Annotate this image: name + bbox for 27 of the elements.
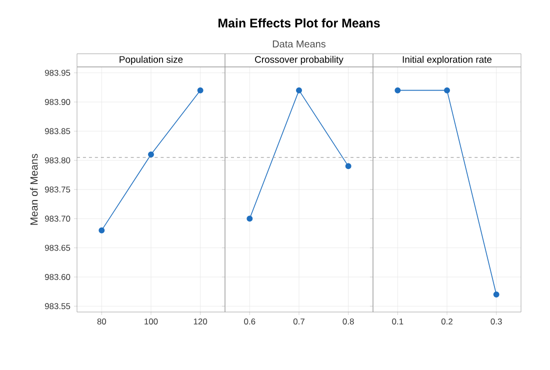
x-tick-label: 0.1 bbox=[392, 318, 404, 324]
y-tick-label: 983.55 bbox=[44, 303, 70, 310]
x-tick-label: 0.6 bbox=[244, 318, 256, 324]
point bbox=[197, 87, 204, 94]
chart-title: Main Effects Plot for Means bbox=[218, 18, 380, 28]
x-tick-label: 0.2 bbox=[441, 318, 452, 324]
point bbox=[98, 227, 105, 234]
y-tick-label: 983.65 bbox=[44, 244, 70, 251]
x-tick-label: 100 bbox=[144, 318, 158, 324]
x-axis-title: Crossover probability bbox=[255, 56, 344, 65]
chart-subtitle: Data Means bbox=[272, 40, 326, 48]
y-tick-label: 983.75 bbox=[44, 186, 70, 192]
x-tick-label: 0.3 bbox=[490, 318, 502, 324]
x-tick-label: 80 bbox=[97, 318, 106, 324]
y-tick-label: 983.70 bbox=[44, 216, 70, 222]
y-axis-title: Mean of Means bbox=[30, 154, 38, 225]
y-tick-label: 983.85 bbox=[44, 128, 70, 134]
y-tick-label: 983.80 bbox=[44, 157, 70, 164]
point bbox=[148, 152, 154, 158]
x-tick-label: 0.7 bbox=[293, 318, 304, 324]
x-tick-label: 120 bbox=[194, 318, 208, 324]
y-tick-label: 983.90 bbox=[44, 99, 70, 105]
y-tick-label: 983.95 bbox=[44, 70, 70, 76]
y-tick-label: 983.60 bbox=[44, 274, 70, 280]
x-axis-title: Initial exploration rate bbox=[402, 56, 492, 65]
x-axis-title: Population size bbox=[120, 56, 183, 65]
x-tick-label: 0.8 bbox=[342, 318, 354, 324]
